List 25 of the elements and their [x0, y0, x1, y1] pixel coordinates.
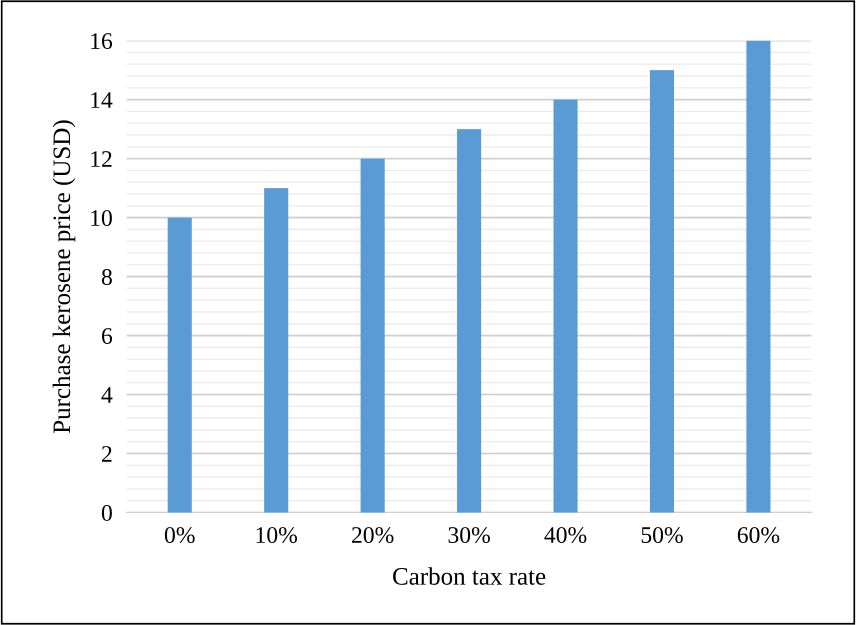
bar	[264, 188, 288, 512]
bar	[746, 40, 770, 512]
x-axis-title: Carbon tax rate	[393, 567, 546, 585]
x-tick-label: 30%	[448, 527, 490, 544]
x-tick-label: 0%	[164, 527, 195, 544]
y-tick-label: 12	[91, 151, 112, 167]
y-tick-label: 14	[91, 92, 112, 108]
y-axis-title: Purchase kerosene price (USD)	[52, 120, 76, 434]
x-tick-label: 40%	[544, 527, 586, 544]
bar	[360, 158, 385, 512]
x-tick-label: 50%	[642, 527, 683, 544]
bar	[650, 70, 674, 512]
x-tick-label: 20%	[352, 527, 394, 544]
bar	[553, 100, 578, 512]
bar	[168, 218, 192, 512]
y-tick-label: 4	[101, 387, 112, 403]
bar	[457, 129, 482, 512]
y-tick-label: 0	[102, 504, 112, 521]
y-tick-label: 6	[102, 328, 112, 344]
x-tick-label: 10%	[256, 527, 298, 544]
y-tick-label: 8	[102, 269, 112, 285]
y-tick-label: 16	[91, 33, 112, 50]
y-tick-label: 10	[91, 210, 112, 226]
y-tick-label: 2	[102, 446, 112, 462]
x-tick-label: 60%	[738, 527, 780, 544]
